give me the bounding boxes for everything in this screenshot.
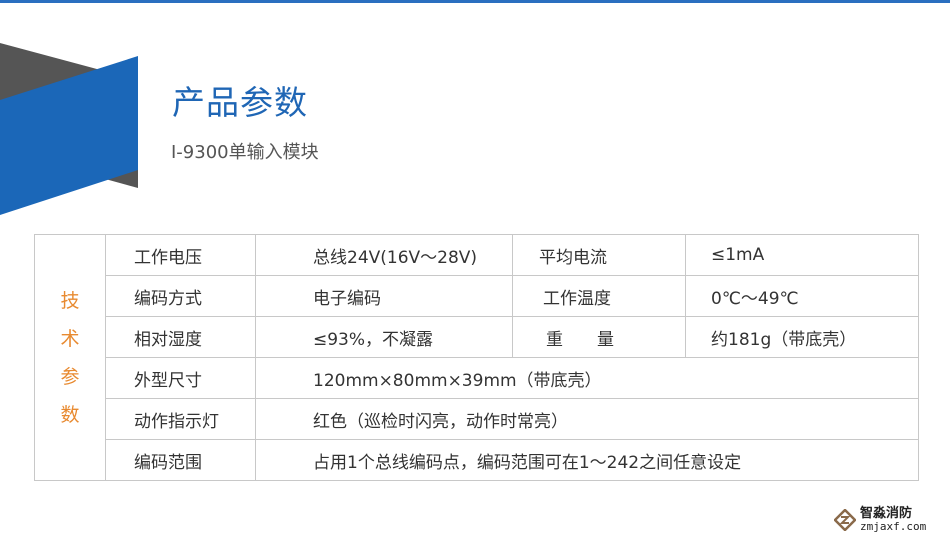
table-row: 动作指示灯 红色（巡检时闪亮，动作时常亮）	[35, 398, 919, 440]
cell-label: 工作温度	[512, 275, 686, 317]
cell-value: 0℃～49℃	[685, 275, 919, 317]
logo-icon	[834, 509, 856, 531]
table-row: 技 术 参 数 工作电压 总线24V(16V～28V) 平均电流 ≤1mA	[34, 234, 919, 481]
table-row: 编码方式 电子编码 工作温度 0℃～49℃	[35, 275, 919, 317]
table-row: 编码范围 占用1个总线编码点，编码范围可在1～242之间任意设定	[35, 439, 919, 481]
side-label: 技 术 参 数	[34, 234, 106, 481]
cell-label: 重 量	[512, 316, 686, 358]
decorative-shapes	[0, 43, 138, 215]
cell-value: 红色（巡检时闪亮，动作时常亮）	[255, 398, 919, 440]
logo-name: 智淼消防	[860, 506, 913, 521]
page-title: 产品参数	[172, 83, 308, 122]
top-accent-bar	[0, 0, 950, 3]
cell-label: 工作电压	[105, 234, 256, 276]
side-char: 数	[60, 403, 80, 426]
brand-logo: 智淼消防 zmjaxf.com	[834, 507, 926, 533]
cell-label: 平均电流	[512, 234, 686, 276]
cell-value: 总线24V(16V～28V)	[255, 234, 513, 276]
spec-table: 技 术 参 数 工作电压 总线24V(16V～28V) 平均电流 ≤1mA 编码…	[34, 234, 919, 481]
cell-label: 相对湿度	[105, 316, 256, 358]
side-char: 参	[60, 365, 80, 388]
table-row: 外型尺寸 120mm×80mm×39mm（带底壳）	[35, 357, 919, 399]
side-char: 术	[60, 327, 80, 350]
cell-value: 120mm×80mm×39mm（带底壳）	[255, 357, 919, 399]
cell-value: 电子编码	[255, 275, 513, 317]
page-subtitle: I-9300单输入模块	[171, 142, 319, 163]
logo-domain: zmjaxf.com	[860, 520, 927, 533]
cell-label: 编码方式	[105, 275, 256, 317]
side-char: 技	[60, 289, 80, 312]
cell-value: 约181g（带底壳）	[685, 316, 919, 358]
cell-value: ≤93%，不凝露	[255, 316, 513, 358]
cell-value: ≤1mA	[685, 234, 919, 276]
cell-value: 占用1个总线编码点，编码范围可在1～242之间任意设定	[255, 439, 919, 481]
cell-label: 外型尺寸	[105, 357, 256, 399]
cell-label: 编码范围	[105, 439, 256, 481]
table-row: 相对湿度 ≤93%，不凝露 重 量 约181g（带底壳）	[35, 316, 919, 358]
cell-label: 动作指示灯	[105, 398, 256, 440]
blue-shape	[0, 56, 138, 215]
